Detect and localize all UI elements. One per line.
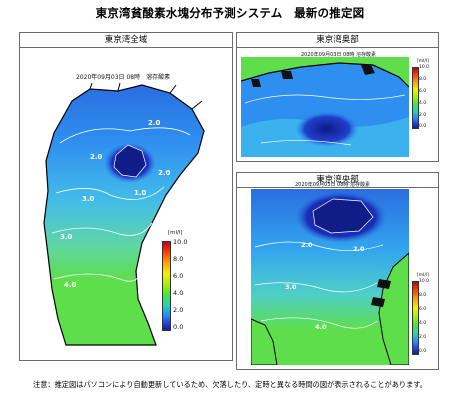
contour-label: 2.0	[158, 169, 171, 177]
map-inner-bay	[241, 57, 409, 157]
colorbar-tick: 4.0	[419, 101, 427, 106]
map-central-bay: 2.0 2.0 3.0 4.0	[251, 189, 409, 365]
panel-header-whole-bay: 東京湾全域	[20, 33, 232, 48]
contour-label: 3.0	[285, 283, 297, 291]
colorbar-tick: 8.0	[173, 255, 184, 263]
page-title: 東京湾貧酸素水塊分布予測システム 最新の推定図	[95, 6, 365, 20]
contour-label: 4.0	[64, 281, 77, 289]
colorbar-central-bay: [ml/l] 10.0 8.0 6.0 4.0 2.0 0.0	[411, 273, 437, 365]
panel-inner-bay: 東京湾奥部 2020年09月03日 08時 溶存酸素 [ml/l] 10.0	[236, 32, 439, 162]
colorbar-scale	[412, 67, 419, 129]
colorbar-tick: 6.0	[419, 89, 427, 94]
colorbar-tick: 0.0	[419, 124, 427, 129]
footnote: 注意：推定図はパソコンにより自動更新しているため、欠落したり、定時と異なる時間の…	[33, 380, 427, 389]
colorbar-tick: 2.0	[173, 306, 184, 314]
contour-label: 2.0	[148, 119, 161, 127]
colorbar-whole-bay: [ml/l] 10.0 8.0 6.0 4.0 2.0 0.0	[154, 228, 198, 338]
contour-label: 2.0	[353, 245, 365, 253]
colorbar-tick: 0.0	[419, 349, 427, 354]
contour-label: 3.0	[82, 195, 95, 203]
map-whole-bay: 2.0 2.0 2.0 1.0 3.0 3.0 4.0	[30, 83, 226, 353]
map-central-bay-svg: 2.0 2.0 3.0 4.0	[251, 189, 409, 365]
panel-whole-bay: 東京湾全域 2020年09月03日 08時 溶存酸素	[19, 32, 233, 361]
contour-label: 4.0	[315, 323, 327, 331]
contour-label: 2.0	[90, 153, 103, 161]
colorbar-tick: 2.0	[419, 113, 427, 118]
colorbar-unit: [ml/l]	[168, 230, 183, 236]
colorbar-tick: 10.0	[173, 238, 188, 246]
colorbar-tick: 6.0	[173, 272, 184, 280]
contour-label: 1.0	[134, 189, 147, 197]
colorbar-scale	[162, 241, 171, 331]
colorbar-inner-bay: [ml/l] 10.0 8.0 6.0 4.0 2.0 0.0	[411, 59, 437, 139]
map-subtitle-inner-bay: 2020年09月03日 08時 溶存酸素	[301, 52, 376, 58]
hypoxic-core-central	[312, 198, 374, 234]
colorbar-tick: 8.0	[419, 77, 427, 82]
colorbar-tick: 2.0	[419, 335, 427, 340]
colorbar-tick: 6.0	[419, 307, 427, 312]
colorbar-tick: 4.0	[419, 321, 427, 326]
map-inner-bay-svg	[241, 57, 409, 157]
colorbar-unit: [ml/l]	[417, 273, 429, 278]
colorbar-tick: 10.0	[419, 65, 430, 70]
map-subtitle-whole-bay: 2020年09月03日 08時 溶存酸素	[76, 74, 171, 81]
colorbar-scale	[412, 281, 419, 355]
panel-header-central-bay: 東京湾央部	[237, 173, 438, 188]
contour-label: 2.0	[301, 241, 313, 249]
panel-central-bay: 東京湾央部 2020年09月03日 08時 溶存酸素	[236, 172, 439, 370]
colorbar-tick: 0.0	[173, 323, 184, 331]
colorbar-tick: 10.0	[419, 279, 430, 284]
colorbar-tick: 4.0	[173, 289, 184, 297]
hypoxic-core-whole	[113, 144, 147, 178]
contour-label: 3.0	[60, 233, 73, 241]
map-subtitle-central-bay: 2020年09月03日 08時 溶存酸素	[295, 182, 370, 188]
colorbar-tick: 8.0	[419, 293, 427, 298]
map-whole-bay-svg: 2.0 2.0 2.0 1.0 3.0 3.0 4.0	[30, 83, 226, 353]
colorbar-unit: [ml/l]	[417, 59, 429, 64]
panel-header-inner-bay: 東京湾奥部	[237, 33, 438, 48]
